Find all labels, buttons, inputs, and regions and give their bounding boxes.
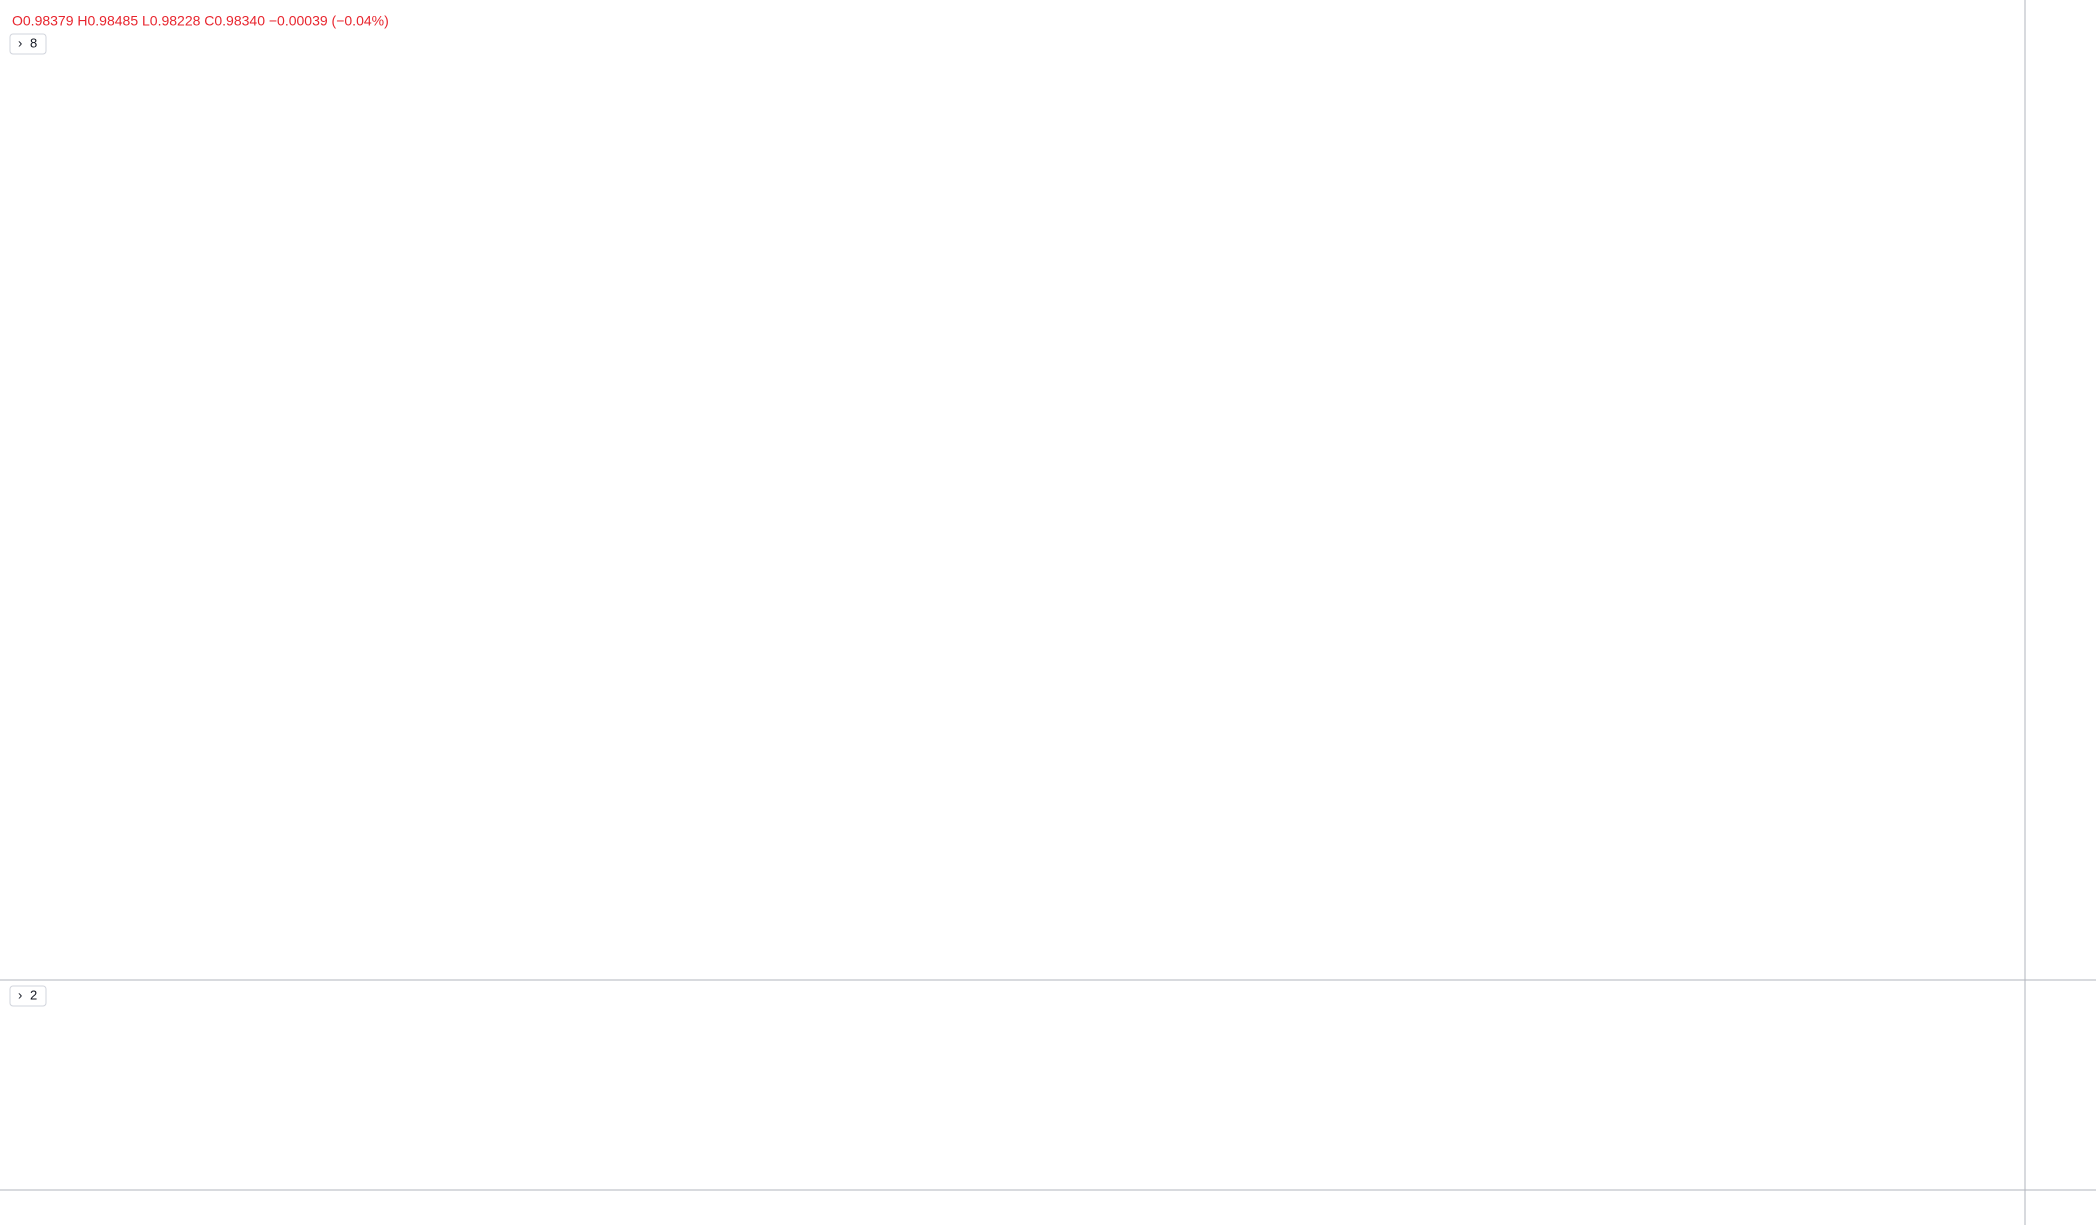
badge-count: 8 <box>30 35 37 50</box>
ohlc-header: O0.98379 H0.98485 L0.98228 C0.98340 −0.0… <box>12 13 389 29</box>
badge-arrow: › <box>18 987 22 1002</box>
badge-arrow: › <box>18 35 22 50</box>
indicator-badge[interactable] <box>9 33 47 55</box>
indicator-badge[interactable] <box>9 985 47 1007</box>
badge-count: 2 <box>30 987 37 1002</box>
